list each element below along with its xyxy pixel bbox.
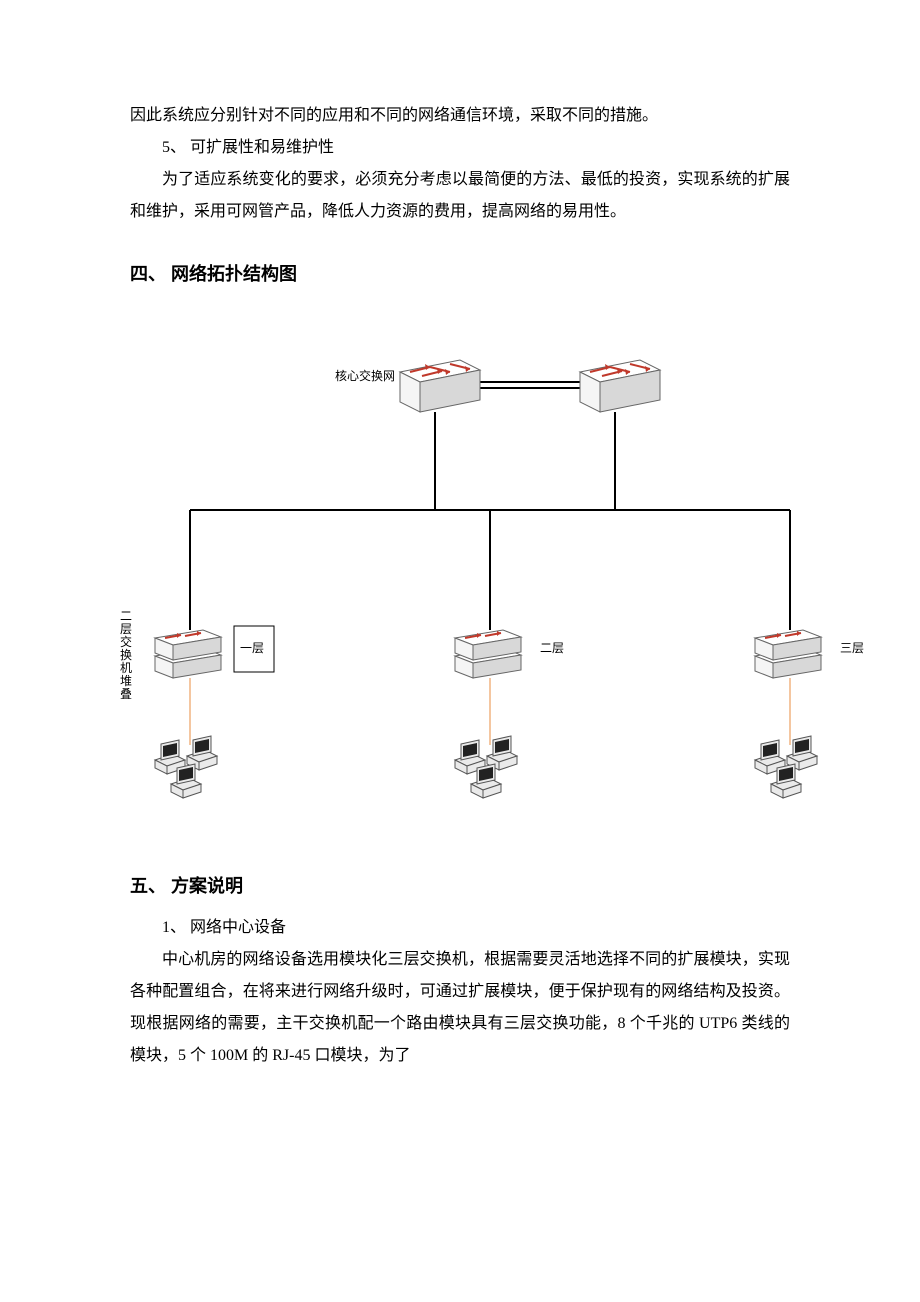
access-switch-stack-icon: [455, 630, 521, 678]
list-item-1: 1、 网络中心设备: [130, 912, 790, 944]
paragraph: 中心机房的网络设备选用模块化三层交换机，根据需要灵活地选择不同的扩展模块，实现各…: [130, 944, 790, 1072]
paragraph: 为了适应系统变化的要求，必须充分考虑以最简便的方法、最低的投资，实现系统的扩展和…: [130, 164, 790, 228]
heading-5: 五、 方案说明: [130, 868, 790, 904]
paragraph: 因此系统应分别针对不同的应用和不同的网络通信环境，采取不同的措施。: [130, 100, 790, 132]
core-label: 核心交换网: [335, 368, 395, 383]
floor-label: 二层: [540, 641, 564, 655]
pc-group: [155, 736, 217, 798]
pc-group: [455, 736, 517, 798]
topology-svg: 核心交换网二层交换机堆叠一层二层三层: [100, 300, 880, 840]
access-switch-stack-icon: [755, 630, 821, 678]
floor-label: 三层: [840, 641, 864, 655]
svg-text:机: 机: [120, 661, 132, 675]
svg-text:二: 二: [120, 609, 132, 623]
floor-label: 一层: [240, 641, 264, 655]
svg-text:堆: 堆: [120, 674, 132, 688]
svg-text:换: 换: [120, 648, 132, 662]
core-switch-icon: [400, 360, 480, 412]
network-topology-diagram: 核心交换网二层交换机堆叠一层二层三层: [100, 300, 880, 840]
stack-label: 二层交换机堆叠: [120, 609, 132, 701]
pc-group: [755, 736, 817, 798]
svg-text:叠: 叠: [120, 687, 132, 701]
svg-text:层: 层: [120, 622, 132, 636]
svg-text:交: 交: [120, 634, 132, 649]
document-page: 因此系统应分别针对不同的应用和不同的网络通信环境，采取不同的措施。 5、 可扩展…: [0, 0, 920, 1132]
access-switch-stack-icon: [155, 630, 221, 678]
list-item-5: 5、 可扩展性和易维护性: [130, 132, 790, 164]
core-switch-icon: [580, 360, 660, 412]
heading-4: 四、 网络拓扑结构图: [130, 256, 790, 292]
